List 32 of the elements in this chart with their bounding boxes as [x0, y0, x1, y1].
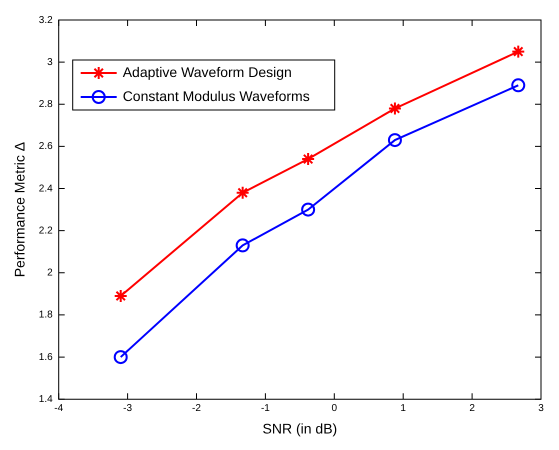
point [388, 133, 402, 148]
point [301, 152, 316, 166]
x-tick-label: 0 [332, 402, 338, 414]
x-tick-label: -4 [54, 402, 64, 414]
legend-label: Constant Modulus Waveforms [122, 88, 310, 104]
x-tick-label: 2 [469, 402, 476, 414]
x-tick-label: -1 [260, 402, 270, 414]
x-tick-label: 3 [538, 402, 544, 414]
y-tick-label: 2.4 [38, 183, 54, 194]
y-tick-label: 1.4 [38, 394, 54, 405]
x-tick-label: -3 [123, 402, 132, 414]
point [236, 186, 250, 200]
y-tick-label: 3 [47, 56, 54, 68]
y-tick-label: 1.6 [38, 352, 54, 363]
y-tick-label: 2 [47, 268, 54, 279]
x-axis-title: SNR (in dB) [262, 420, 338, 436]
y-tick-label: 3.2 [38, 14, 54, 26]
point [511, 78, 526, 92]
y-tick-label: 2.6 [38, 141, 54, 152]
point [114, 350, 128, 364]
point [236, 238, 250, 252]
y-tick-label: 2.2 [38, 225, 54, 236]
x-tick-label: 1 [400, 402, 406, 414]
x-tick-label: -2 [192, 402, 202, 414]
y-tick-label: 1.8 [38, 310, 54, 321]
y-axis-title: Performance Metric Δ [11, 142, 28, 278]
point [511, 44, 526, 59]
point [301, 202, 316, 217]
y-tick-label: 2.8 [38, 99, 54, 110]
legend-label: Adaptive Waveform Design [122, 64, 292, 80]
point [388, 101, 402, 116]
point [114, 288, 128, 303]
